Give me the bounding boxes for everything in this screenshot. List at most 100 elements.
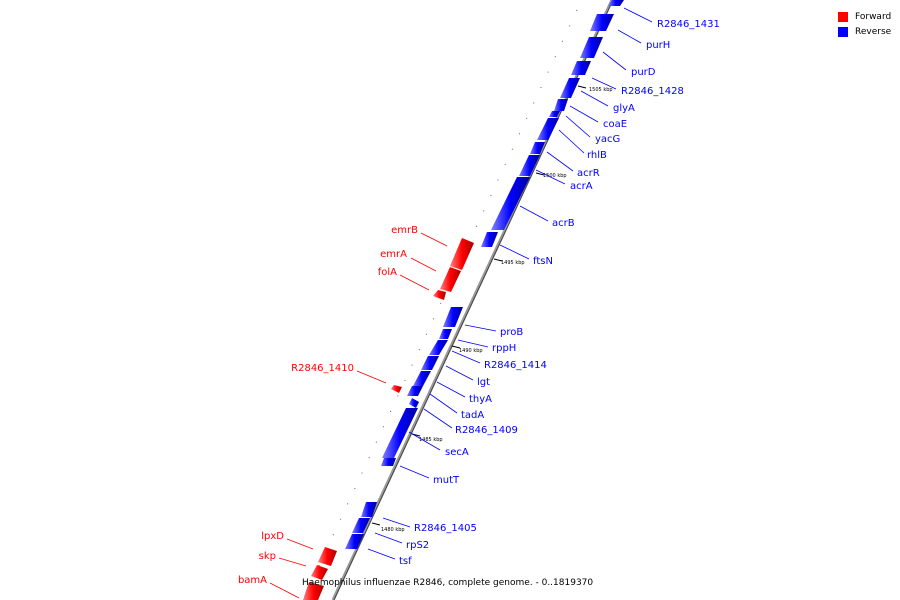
gene-leader	[445, 365, 474, 381]
tick-label: 1490 kbp	[459, 348, 483, 354]
gene-feature[interactable]	[439, 329, 452, 339]
gene-feature[interactable]	[421, 356, 439, 370]
gene-label[interactable]: rppH	[492, 343, 516, 354]
gene-label[interactable]: R2846_1405	[414, 523, 477, 534]
gene-feature[interactable]	[491, 177, 530, 230]
gene-feature[interactable]	[381, 458, 396, 466]
gene-feature[interactable]	[608, 0, 624, 6]
scale-ticks: 1505 kbp 1500 kbp 1495 kbp 1490 kbp 1485…	[371, 85, 613, 533]
gene-label[interactable]: emrA	[380, 249, 407, 260]
gene-leader	[269, 582, 300, 599]
gene-feature[interactable]	[311, 565, 328, 580]
gene-feature[interactable]	[391, 385, 402, 393]
gene-leader	[535, 169, 566, 185]
gene-label[interactable]: bamA	[238, 575, 267, 586]
gene-feature[interactable]	[440, 267, 461, 292]
tick-label: 1485 kbp	[419, 437, 443, 443]
gene-label[interactable]: acrA	[570, 181, 593, 192]
gene-leader	[408, 431, 441, 451]
gene-label[interactable]: mutT	[433, 475, 460, 486]
tick-mark	[371, 522, 381, 526]
gene-leader	[429, 393, 458, 414]
gene-feature[interactable]	[433, 290, 446, 300]
gene-leader	[374, 532, 403, 544]
legend-reverse[interactable]: Reverse	[838, 24, 898, 39]
gene-leader	[356, 370, 387, 384]
reverse-genes: R2846_1431 purH purD R2846_1428 glyA coa…	[345, 0, 720, 567]
gene-label[interactable]: ftsN	[533, 256, 553, 267]
gene-label[interactable]: R2846_1431	[657, 19, 720, 30]
gene-label[interactable]: R2846_1409	[455, 425, 518, 436]
gene-feature[interactable]	[590, 14, 614, 31]
gene-label[interactable]: purH	[646, 40, 670, 51]
tick-mark	[493, 258, 503, 262]
gene-leader	[399, 465, 430, 479]
gene-leader	[286, 538, 314, 550]
gene-feature[interactable]	[530, 142, 545, 154]
gene-feature[interactable]	[407, 386, 423, 396]
gene-feature[interactable]	[571, 61, 591, 75]
gene-feature[interactable]	[580, 37, 603, 58]
gene-feature[interactable]	[481, 232, 498, 247]
gene-leader	[580, 90, 609, 107]
gene-label[interactable]: emrB	[391, 225, 418, 236]
legend-forward-label: Forward	[855, 11, 892, 22]
gene-feature[interactable]	[450, 238, 474, 270]
guide-track	[302, 9, 578, 600]
genome-caption: Haemophilus influenzae R2846, complete g…	[302, 578, 594, 588]
gene-label[interactable]: rhlB	[587, 150, 607, 161]
gene-leader	[519, 205, 549, 222]
gene-feature[interactable]	[382, 408, 418, 458]
gene-feature[interactable]	[345, 534, 364, 549]
forward-swatch	[838, 11, 848, 22]
forward-genes: emrB emrA folA R2846_1410 lpxD skp	[238, 225, 474, 600]
gene-label[interactable]: purD	[631, 67, 656, 78]
legend-reverse-label: Reverse	[855, 26, 892, 37]
gene-label[interactable]: R2846_1410	[291, 363, 354, 374]
gene-leader	[410, 257, 437, 272]
gene-leader	[565, 115, 591, 138]
gene-feature[interactable]	[560, 78, 580, 98]
gene-label[interactable]: thyA	[469, 394, 492, 405]
gene-feature[interactable]	[549, 111, 560, 117]
gene-leader	[623, 7, 653, 23]
gene-label[interactable]: yacG	[595, 134, 620, 145]
gene-feature[interactable]	[519, 155, 540, 176]
gene-feature[interactable]	[443, 307, 463, 327]
tick-mark	[577, 85, 587, 89]
gene-feature[interactable]	[413, 371, 431, 386]
gene-leader	[382, 517, 411, 528]
gene-leader	[569, 105, 599, 123]
tick-label: 1500 kbp	[543, 173, 567, 179]
gene-leader	[423, 408, 453, 429]
gene-label[interactable]: tsf	[399, 556, 412, 567]
gene-feature[interactable]	[352, 518, 370, 533]
reverse-swatch	[838, 26, 848, 37]
tick-label: 1480 kbp	[381, 527, 405, 533]
legend-forward[interactable]: Forward	[838, 9, 898, 24]
gene-feature[interactable]	[554, 99, 568, 111]
gene-feature[interactable]	[318, 547, 337, 566]
gene-label[interactable]: acrR	[577, 168, 600, 179]
gene-label[interactable]: acrB	[552, 218, 575, 229]
gene-feature[interactable]	[409, 398, 419, 408]
gene-label[interactable]: skp	[259, 551, 276, 562]
gene-feature[interactable]	[303, 582, 324, 600]
gene-label[interactable]: R2846_1414	[484, 360, 547, 371]
gene-label[interactable]: proB	[500, 327, 523, 338]
gene-label[interactable]: tadA	[461, 410, 484, 421]
gene-label[interactable]: lpxD	[261, 531, 284, 542]
gene-label[interactable]: secA	[445, 447, 469, 458]
gene-label[interactable]: glyA	[613, 103, 635, 114]
gene-label[interactable]: coaE	[603, 119, 627, 130]
gene-feature[interactable]	[537, 118, 559, 140]
gene-label[interactable]: lgt	[477, 377, 490, 388]
gene-feature[interactable]	[361, 502, 377, 517]
gene-label[interactable]: folA	[378, 267, 397, 278]
gene-label[interactable]: rpS2	[406, 540, 429, 551]
gene-leader	[278, 557, 307, 567]
tick-label: 1495 kbp	[501, 260, 525, 266]
gene-feature[interactable]	[429, 340, 448, 355]
gene-label[interactable]: R2846_1428	[621, 86, 684, 97]
